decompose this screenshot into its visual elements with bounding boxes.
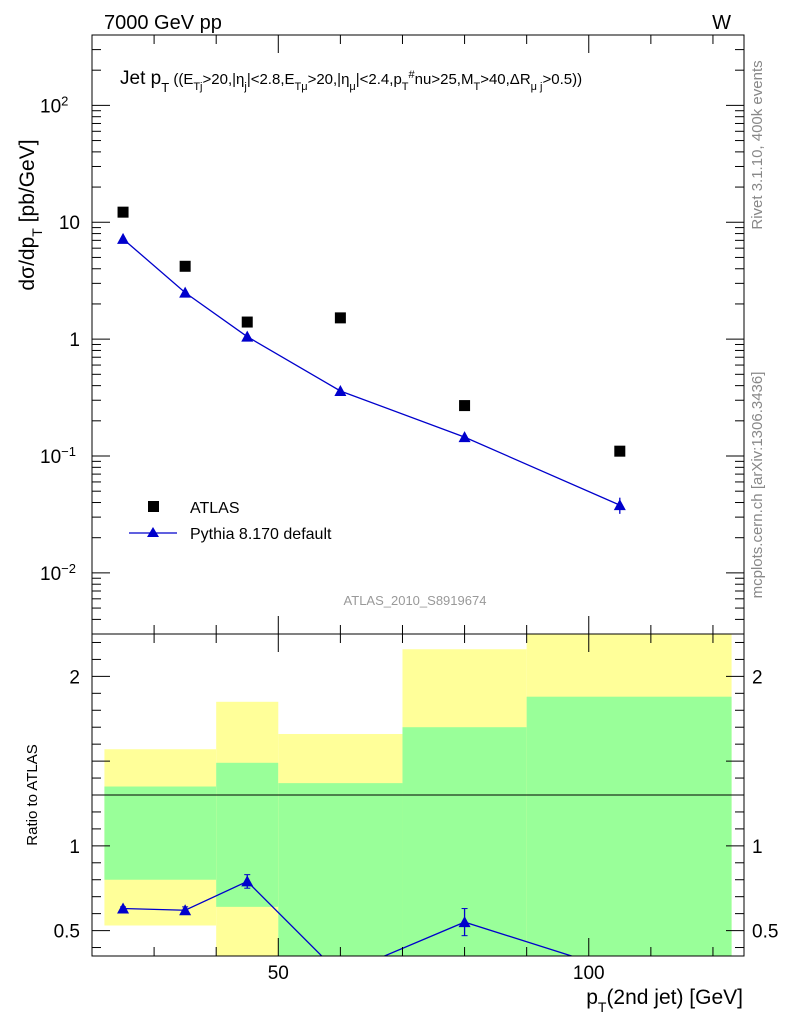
legend: ATLAS Pythia 8.170 default xyxy=(129,500,332,543)
ratio-ytick-label-left: 0.5 xyxy=(54,922,80,943)
ratio-ylabel: Ratio to ATLAS xyxy=(24,744,41,845)
legend-pythia-label: Pythia 8.170 default xyxy=(190,526,332,543)
ratio-pythia-line xyxy=(123,880,574,956)
main-ytick-label: 10−1 xyxy=(40,444,76,469)
ratio-ytick-label-left: 1 xyxy=(69,837,80,858)
legend-pythia-marker xyxy=(147,527,159,537)
main-ytick-label: 102 xyxy=(40,93,68,118)
ratio-pythia-point xyxy=(458,916,471,928)
ratio-xtick-label: 50 xyxy=(268,963,289,984)
ratio-pythia-point xyxy=(117,902,130,914)
ratio-pythia-point xyxy=(334,969,346,980)
rivet-label: Rivet 3.1.10, 400k events xyxy=(749,60,766,229)
ratio-xtick-label: 100 xyxy=(573,963,605,984)
atlas-point xyxy=(614,445,626,457)
legend-atlas-marker xyxy=(148,501,159,512)
pythia-point xyxy=(334,384,347,396)
ratio-pythia-point xyxy=(614,965,626,976)
ratio-band-green xyxy=(278,783,403,956)
mcplots-label: mcplots.cern.ch [arXiv:1306.3436] xyxy=(749,372,766,599)
atlas-point xyxy=(179,260,191,272)
main-ytick-label: 10−2 xyxy=(40,560,76,585)
main-title: Jet pT ((ETj>20,|ηj|<2.8,ETμ>20,|ημ|<2.4… xyxy=(120,68,582,95)
pythia-point xyxy=(613,499,626,511)
ratio-band-green xyxy=(526,696,732,956)
atlas-point xyxy=(241,316,253,328)
ratio-xlabel: pT(2nd jet) [GeV] xyxy=(586,986,743,1015)
legend-atlas-label: ATLAS xyxy=(190,500,240,517)
main-frame xyxy=(91,34,745,635)
ratio-pythia-point xyxy=(179,904,192,916)
pythia-point xyxy=(241,330,254,342)
pythia-point xyxy=(117,232,130,244)
analysis-label: ATLAS_2010_S8919674 xyxy=(344,593,487,608)
main-ytick-label: 10 xyxy=(59,213,80,234)
ratio-ytick-label-right: 2 xyxy=(752,667,763,688)
header-left: 7000 GeV pp xyxy=(104,12,222,34)
pythia-point xyxy=(179,286,192,298)
main-ylabel: dσ/dpT [pb/GeV] xyxy=(16,139,45,290)
header-right: W xyxy=(712,12,731,34)
atlas-point xyxy=(459,400,471,412)
ratio-ytick-label-right: 0.5 xyxy=(752,922,778,943)
ratio-ytick-label-right: 1 xyxy=(752,837,763,858)
atlas-point xyxy=(117,206,129,218)
ratio-pythia-point xyxy=(241,875,254,887)
ratio-ytick-label-left: 2 xyxy=(69,667,80,688)
pythia-line xyxy=(122,238,621,506)
pythia-point xyxy=(458,431,471,443)
main-ytick-label: 1 xyxy=(69,330,80,351)
atlas-point xyxy=(334,312,346,324)
ratio-band-green xyxy=(104,786,217,880)
